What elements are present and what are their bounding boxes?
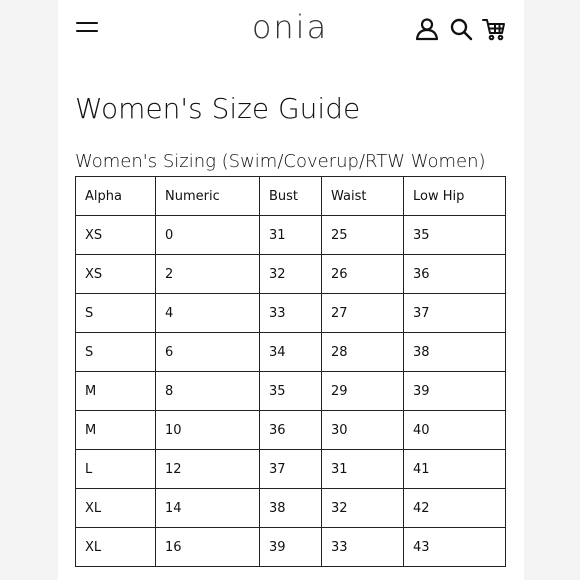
- cell-waist: 27: [321, 293, 404, 333]
- cell-alpha: XS: [75, 254, 156, 294]
- cell-bust: 39: [259, 527, 322, 567]
- column-header-waist: Waist: [321, 176, 404, 216]
- cell-alpha: M: [75, 371, 156, 411]
- cell-waist: 29: [321, 371, 404, 411]
- cell-bust: 35: [259, 371, 322, 411]
- column-header-alpha: Alpha: [75, 176, 156, 216]
- table-body: XS 0 31 25 35 XS 2 32 26 36 S 4 33 27 37 S 6 34 28 38 M 8 35 29…: [75, 215, 506, 567]
- table-row: S 6 34 28 38: [75, 332, 506, 372]
- cell-waist: 26: [321, 254, 404, 294]
- cell-numeric: 10: [155, 410, 260, 450]
- size-guide-table: Alpha Numeric Bust Waist Low Hip XS 0 31 25…: [75, 176, 506, 567]
- table-row: XL 16 39 33 43: [75, 527, 506, 567]
- cell-numeric: 14: [155, 488, 260, 528]
- cart-icon[interactable]: [481, 16, 507, 42]
- cell-bust: 38: [259, 488, 322, 528]
- column-header-low-hip: Low Hip: [403, 176, 506, 216]
- cell-bust: 37: [259, 449, 322, 489]
- table-row: XL 14 38 32 42: [75, 488, 506, 528]
- cell-low-hip: 41: [403, 449, 506, 489]
- table-row: XS 2 32 26 36: [75, 254, 506, 294]
- cell-alpha: XL: [75, 527, 156, 567]
- cell-alpha: XS: [75, 215, 156, 255]
- table-header-row: Alpha Numeric Bust Waist Low Hip: [75, 176, 506, 216]
- cell-low-hip: 35: [403, 215, 506, 255]
- cell-waist: 32: [321, 488, 404, 528]
- cell-numeric: 12: [155, 449, 260, 489]
- cell-bust: 31: [259, 215, 322, 255]
- cell-bust: 36: [259, 410, 322, 450]
- cell-numeric: 16: [155, 527, 260, 567]
- cell-low-hip: 39: [403, 371, 506, 411]
- column-header-numeric: Numeric: [155, 176, 260, 216]
- cell-low-hip: 40: [403, 410, 506, 450]
- table-row: L 12 37 31 41: [75, 449, 506, 489]
- table-row: S 4 33 27 37: [75, 293, 506, 333]
- cell-bust: 32: [259, 254, 322, 294]
- cell-bust: 34: [259, 332, 322, 372]
- page-title: Women's Size Guide: [75, 92, 361, 125]
- cell-waist: 25: [321, 215, 404, 255]
- table-row: M 10 36 30 40: [75, 410, 506, 450]
- cell-numeric: 2: [155, 254, 260, 294]
- cell-waist: 30: [321, 410, 404, 450]
- menu-icon[interactable]: [76, 20, 98, 34]
- cell-low-hip: 37: [403, 293, 506, 333]
- cell-alpha: L: [75, 449, 156, 489]
- cell-bust: 33: [259, 293, 322, 333]
- cell-low-hip: 38: [403, 332, 506, 372]
- cell-numeric: 0: [155, 215, 260, 255]
- cell-waist: 33: [321, 527, 404, 567]
- table-caption: Women's Sizing (Swim/Coverup/RTW Women): [75, 151, 486, 172]
- cell-alpha: S: [75, 293, 156, 333]
- cell-alpha: S: [75, 332, 156, 372]
- cell-low-hip: 43: [403, 527, 506, 567]
- user-icon[interactable]: [414, 16, 440, 42]
- cell-numeric: 4: [155, 293, 260, 333]
- cell-numeric: 6: [155, 332, 260, 372]
- search-icon[interactable]: [448, 16, 474, 42]
- cell-waist: 31: [321, 449, 404, 489]
- brand-logo[interactable]: onia: [251, 8, 329, 46]
- cell-waist: 28: [321, 332, 404, 372]
- table-row: XS 0 31 25 35: [75, 215, 506, 255]
- table-row: M 8 35 29 39: [75, 371, 506, 411]
- cell-alpha: M: [75, 410, 156, 450]
- cell-low-hip: 42: [403, 488, 506, 528]
- cell-numeric: 8: [155, 371, 260, 411]
- cell-alpha: XL: [75, 488, 156, 528]
- site-header: onia: [0, 0, 580, 60]
- cell-low-hip: 36: [403, 254, 506, 294]
- column-header-bust: Bust: [259, 176, 322, 216]
